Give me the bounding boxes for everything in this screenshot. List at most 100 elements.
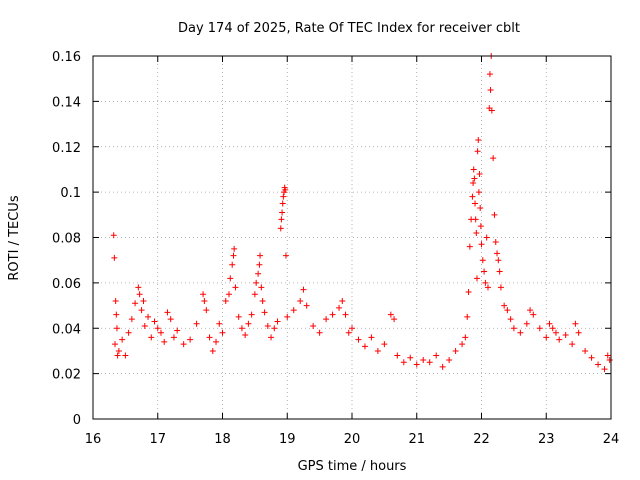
data-point [206, 334, 213, 341]
data-point [381, 341, 388, 348]
data-point [245, 320, 252, 327]
data-point [464, 313, 471, 320]
data-point [180, 341, 187, 348]
data-point [552, 329, 559, 336]
data-point [569, 341, 576, 348]
data-point [151, 318, 158, 325]
data-point [482, 279, 489, 286]
data-point [374, 347, 381, 354]
data-point [141, 322, 148, 329]
data-point [112, 341, 119, 348]
data-point [476, 170, 483, 177]
x-tick-label: 16 [85, 432, 102, 447]
data-point [471, 175, 478, 182]
data-point [157, 329, 164, 336]
data-point [339, 298, 346, 305]
data-point [361, 343, 368, 350]
y-tick-label: 0.12 [52, 141, 81, 156]
data-point [113, 325, 120, 332]
data-point [501, 302, 508, 309]
data-point [572, 320, 579, 327]
data-point [161, 338, 168, 345]
data-point [474, 148, 481, 155]
data-point [140, 298, 147, 305]
data-point [439, 363, 446, 370]
data-point [475, 136, 482, 143]
data-point [251, 291, 258, 298]
x-axis-label: GPS time / hours [298, 459, 407, 474]
data-point [282, 186, 289, 193]
data-point [253, 279, 260, 286]
grid-lines [93, 56, 611, 419]
data-point [546, 320, 553, 327]
y-tick-label: 0.04 [52, 322, 81, 337]
data-point [488, 107, 495, 114]
data-point [225, 291, 232, 298]
data-point [400, 359, 407, 366]
y-axis-label: ROTI / TECUs [7, 195, 22, 280]
data-point [527, 307, 534, 314]
data-point [497, 284, 504, 291]
data-point [413, 361, 420, 368]
data-point [164, 309, 171, 316]
data-point [329, 311, 336, 318]
data-point [238, 325, 245, 332]
x-tick-label: 19 [279, 432, 296, 447]
data-point [494, 250, 501, 257]
data-point [595, 361, 602, 368]
data-point [472, 200, 479, 207]
data-point [433, 352, 440, 359]
data-point [342, 311, 349, 318]
data-point [323, 316, 330, 323]
data-point [235, 313, 242, 320]
data-point [128, 316, 135, 323]
data-point [368, 334, 375, 341]
data-point [543, 334, 550, 341]
data-point [203, 307, 210, 314]
data-point [174, 327, 181, 334]
x-axis-tick-labels: 16 17 18 19 20 21 22 23 24 [85, 432, 620, 447]
data-point [279, 209, 286, 216]
x-tick-label: 22 [473, 432, 490, 447]
data-point [115, 347, 122, 354]
y-tick-label: 0.08 [52, 232, 81, 247]
x-tick-label: 20 [344, 432, 361, 447]
data-point [484, 284, 491, 291]
data-point [466, 243, 473, 250]
y-tick-label: 0.14 [52, 95, 81, 110]
data-point [280, 193, 287, 200]
data-point [300, 286, 307, 293]
data-point [479, 257, 486, 264]
data-point [274, 318, 281, 325]
data-point [510, 325, 517, 332]
data-points [110, 53, 613, 373]
x-tick-label: 17 [149, 432, 166, 447]
data-point [483, 234, 490, 241]
data-point [219, 329, 226, 336]
data-point [230, 252, 237, 259]
y-axis-tick-labels: 0 0.02 0.04 0.06 0.08 0.1 0.12 0.14 0.16 [52, 50, 81, 428]
data-point [588, 354, 595, 361]
data-point [112, 298, 119, 305]
data-point [310, 322, 317, 329]
x-tick-label: 23 [538, 432, 555, 447]
chart-title: Day 174 of 2025, Rate Of TEC Index for r… [178, 21, 520, 36]
data-point [477, 205, 484, 212]
data-point [232, 284, 239, 291]
data-point [111, 254, 118, 261]
data-point [257, 252, 264, 259]
data-point [256, 261, 263, 268]
data-point [125, 329, 132, 336]
data-point [261, 309, 268, 316]
data-point [336, 304, 343, 311]
data-point [277, 225, 284, 232]
data-point [606, 357, 613, 364]
y-tick-label: 0 [73, 413, 81, 428]
data-point [495, 257, 502, 264]
data-point [470, 180, 477, 187]
y-tick-label: 0.1 [60, 186, 81, 201]
data-point [478, 241, 485, 248]
data-point [523, 320, 530, 327]
data-point [355, 336, 362, 343]
data-point [282, 252, 289, 259]
